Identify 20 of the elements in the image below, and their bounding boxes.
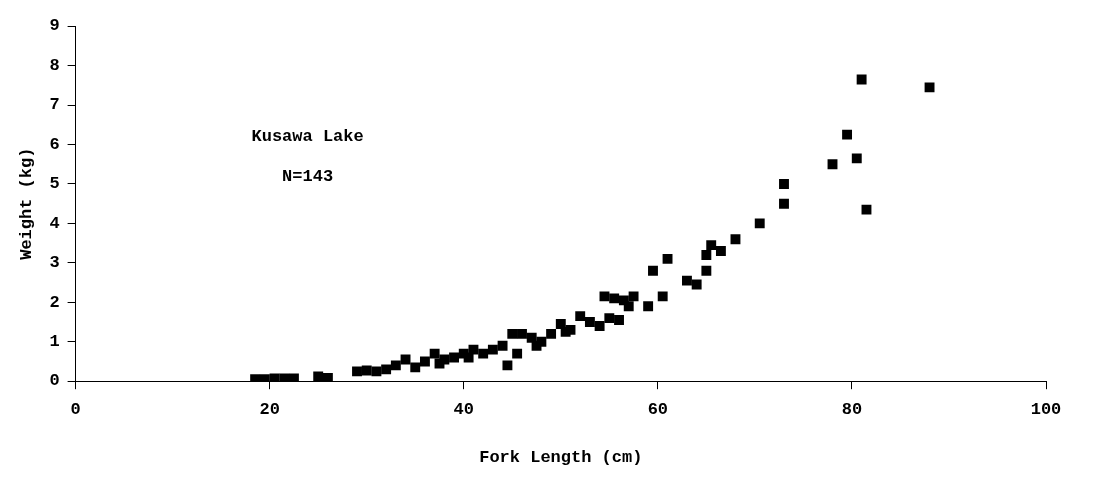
x-axis-title: Fork Length (cm) (479, 448, 643, 468)
x-tick-label: 100 (1030, 399, 1062, 419)
x-tick-label: 60 (647, 399, 669, 419)
y-tick-label: 5 (49, 174, 60, 194)
x-tick-label: 20 (259, 399, 280, 419)
y-tick-label: 7 (49, 95, 60, 115)
y-tick-label: 0 (49, 371, 60, 391)
x-tick-label: 0 (70, 399, 81, 419)
y-tick-label: 3 (49, 253, 60, 273)
y-tick-label: 6 (49, 134, 60, 154)
annotation: Kusawa Lake (251, 127, 364, 147)
y-tick-label: 8 (49, 55, 60, 75)
x-tick-label: 80 (841, 399, 863, 419)
y-axis-title: Weight (kg) (17, 147, 37, 260)
y-tick-label: 2 (49, 292, 60, 312)
y-tick-label: 4 (49, 213, 60, 233)
y-tick-label: 9 (49, 16, 60, 36)
x-tick-label: 40 (453, 399, 474, 419)
annotation: N=143 (282, 167, 334, 187)
y-tick-label: 1 (49, 332, 60, 352)
